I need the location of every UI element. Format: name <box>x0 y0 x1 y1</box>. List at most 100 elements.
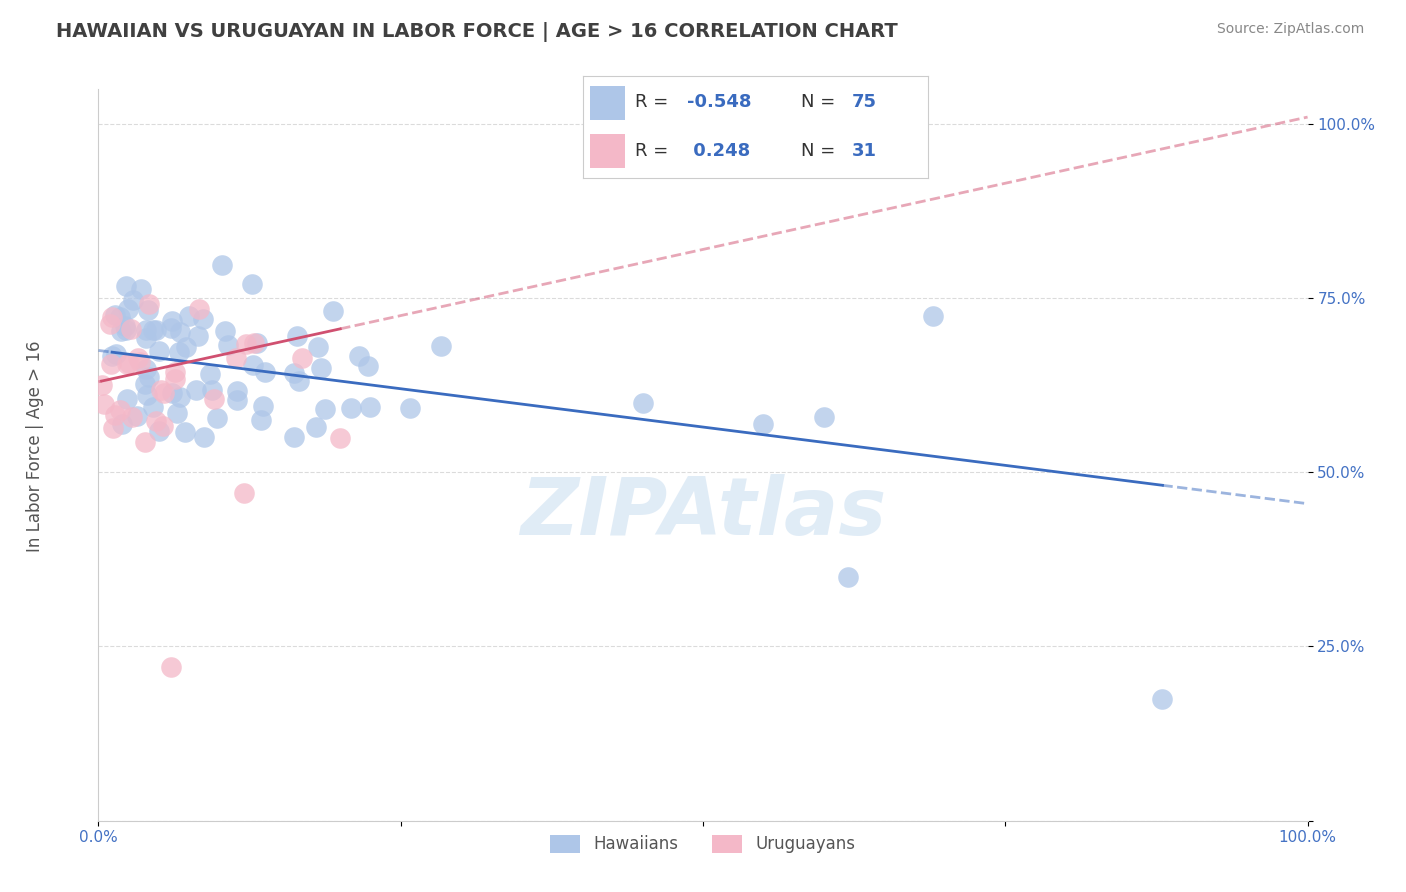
Point <box>169 390 191 404</box>
Point <box>430 338 453 352</box>
Point <box>309 361 332 376</box>
Point <box>165 372 187 386</box>
Point <box>166 407 188 421</box>
Point <box>813 409 835 424</box>
Text: HAWAIIAN VS URUGUAYAN IN LABOR FORCE | AGE > 16 CORRELATION CHART: HAWAIIAN VS URUGUAYAN IN LABOR FORCE | A… <box>56 22 898 42</box>
Point <box>837 570 859 584</box>
Point <box>101 421 124 435</box>
Point <box>104 347 127 361</box>
Point <box>250 413 273 427</box>
Point <box>752 417 775 431</box>
Point <box>142 400 165 414</box>
Text: R =: R = <box>636 142 673 160</box>
Point <box>305 420 328 434</box>
Text: In Labor Force | Age > 16: In Labor Force | Age > 16 <box>27 340 44 552</box>
Point <box>136 302 159 317</box>
Point <box>1152 691 1174 706</box>
Point <box>921 309 943 323</box>
Point <box>115 357 138 371</box>
Point <box>160 660 183 674</box>
Point <box>232 486 254 500</box>
Point <box>162 386 184 401</box>
Point <box>174 340 197 354</box>
Point <box>291 351 314 366</box>
Point <box>347 349 370 363</box>
Point <box>118 356 141 370</box>
Point <box>145 414 167 428</box>
Point <box>148 424 170 438</box>
Point <box>114 318 136 333</box>
Point <box>136 388 159 402</box>
Point <box>243 336 266 351</box>
Point <box>152 418 174 433</box>
FancyBboxPatch shape <box>591 135 624 168</box>
Point <box>153 385 176 400</box>
Point <box>235 337 257 351</box>
Point <box>184 384 207 398</box>
Point <box>117 301 139 316</box>
Point <box>110 324 132 338</box>
Point <box>150 383 173 397</box>
Text: 0.248: 0.248 <box>688 142 749 160</box>
Text: Source: ZipAtlas.com: Source: ZipAtlas.com <box>1216 22 1364 37</box>
Text: N =: N = <box>800 94 841 112</box>
Point <box>179 310 201 324</box>
Point <box>129 282 152 296</box>
Point <box>142 323 165 337</box>
Point <box>122 293 145 307</box>
Point <box>138 370 160 384</box>
Point <box>188 301 211 316</box>
Point <box>242 358 264 372</box>
Point <box>127 351 149 365</box>
Point <box>138 296 160 310</box>
Point <box>198 368 221 382</box>
Point <box>287 375 309 389</box>
Point <box>253 365 276 379</box>
Point <box>104 408 127 422</box>
Point <box>135 362 157 376</box>
Point <box>169 345 191 359</box>
Point <box>202 392 225 406</box>
Point <box>145 323 167 337</box>
Point <box>110 403 132 417</box>
Point <box>340 401 363 416</box>
Point <box>211 258 233 272</box>
Point <box>191 312 214 326</box>
Point <box>205 411 228 425</box>
Point <box>187 328 209 343</box>
Point <box>357 359 380 374</box>
Point <box>101 310 124 324</box>
Point <box>359 401 381 415</box>
Point <box>283 430 305 444</box>
Point <box>201 383 224 397</box>
Point <box>104 309 127 323</box>
Text: R =: R = <box>636 94 673 112</box>
Point <box>134 376 156 391</box>
Point <box>101 349 124 363</box>
Point <box>110 310 132 325</box>
Point <box>120 322 142 336</box>
Point <box>98 317 121 331</box>
Point <box>160 321 183 335</box>
Legend: Hawaiians, Uruguayans: Hawaiians, Uruguayans <box>544 828 862 860</box>
Point <box>225 392 247 407</box>
Point <box>225 351 247 365</box>
Point <box>127 409 149 424</box>
Point <box>93 397 115 411</box>
Text: -0.548: -0.548 <box>688 94 751 112</box>
Point <box>214 324 236 338</box>
Point <box>252 400 274 414</box>
Point <box>283 366 305 380</box>
Point <box>135 323 157 337</box>
Point <box>100 357 122 371</box>
Point <box>148 343 170 358</box>
Point <box>90 378 112 392</box>
Point <box>193 430 215 444</box>
Point <box>240 277 263 292</box>
Point <box>307 341 329 355</box>
Point <box>111 417 134 431</box>
Point <box>160 313 183 327</box>
Text: N =: N = <box>800 142 841 160</box>
Point <box>399 401 422 416</box>
Point <box>174 425 197 440</box>
